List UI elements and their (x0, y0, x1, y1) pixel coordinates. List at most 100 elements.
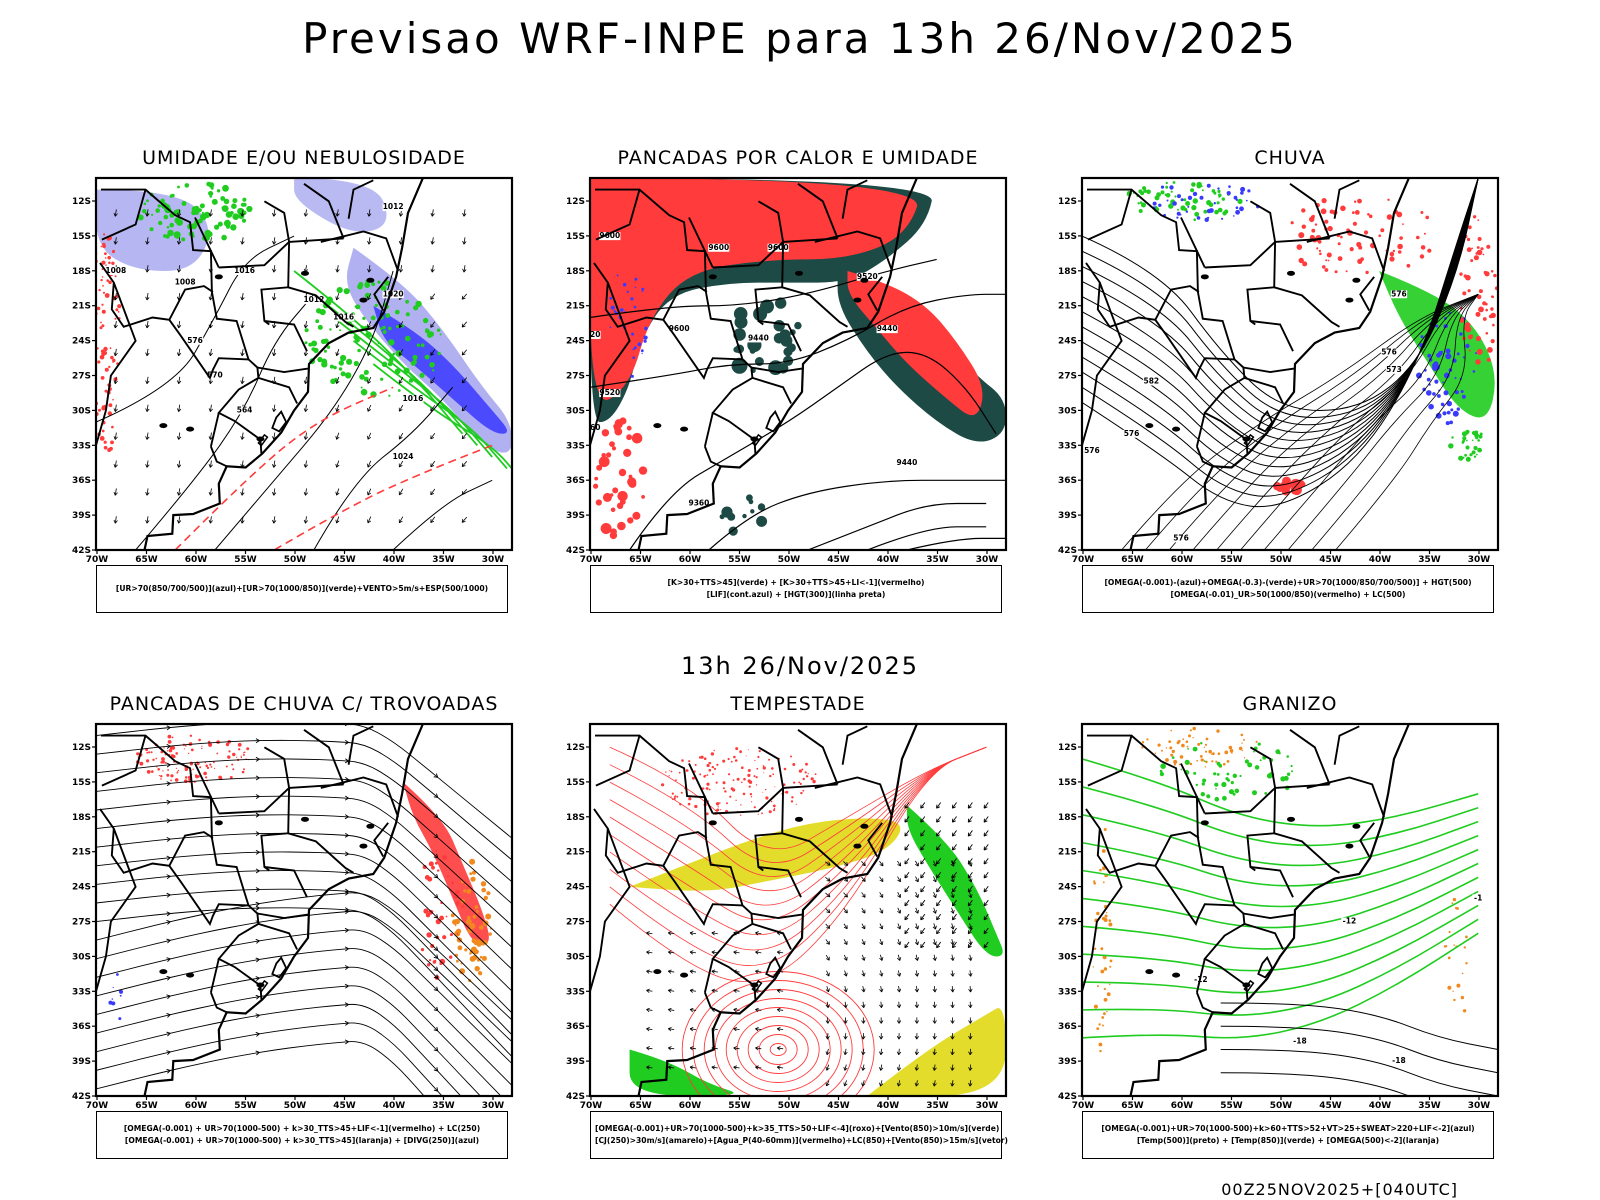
lon-tick-label: 45W (827, 555, 850, 565)
contour-label: 1008 (105, 266, 126, 275)
lon-tick-label: 60W (679, 555, 702, 565)
lat-tick-label: 33S (1058, 987, 1077, 997)
lon-tick-label: 40W (383, 555, 406, 565)
lat-tick-label: 24S (1058, 883, 1077, 893)
map-panel-tempestade: 12S 15S 18S 21S 24S 27S 30S 33S 36S 39S 42S 70W 65W 6… (556, 718, 1016, 1112)
legend-line: [OMEGA(-0.01)_UR>50(1000/850)(vermelho) … (1170, 590, 1406, 599)
map-frame (94, 722, 514, 1098)
lat-tick-label: 42S (566, 546, 585, 556)
contour-label: 570 (207, 371, 223, 380)
lon-tick-label: 70W (1072, 1101, 1095, 1111)
lat-tick-label: 33S (566, 987, 585, 997)
lon-tick-label: 35W (1418, 555, 1441, 565)
lat-tick-label: 30S (72, 406, 91, 416)
map-frame (1080, 176, 1500, 552)
contour-label: 576 (1084, 446, 1100, 455)
lon-tick-label: 35W (926, 1101, 949, 1111)
contour-label: -12 (1343, 917, 1357, 926)
lon-tick-label: 60W (1171, 1101, 1194, 1111)
legend-line: [OMEGA(-0.001) + UR>70(1000-500) + k>30_… (123, 1124, 481, 1133)
map-svg: 1012 1016 1008 1012 1016 1020 1016 1024 1008 576 5… (72, 176, 514, 565)
run-info: 00Z25NOV2025+[040UTC] (1221, 1180, 1458, 1199)
lon-tick-label: 55W (728, 1101, 751, 1111)
lat-tick-label: 33S (566, 441, 585, 451)
contour-label: 1016 (234, 266, 255, 275)
lon-tick-label: 50W (778, 1101, 801, 1111)
lat-tick-label: 21S (72, 302, 91, 312)
lat-tick-label: 27S (566, 372, 585, 382)
lon-tick-label: 50W (284, 555, 307, 565)
lat-tick-label: 24S (72, 883, 91, 893)
lat-tick-label: 21S (566, 848, 585, 858)
contour-label: 9600 (599, 231, 620, 240)
lat-tick-label: 21S (1058, 302, 1077, 312)
lat-tick-label: 18S (566, 267, 585, 277)
lon-tick-label: 35W (432, 1101, 455, 1111)
lat-tick-label: 18S (72, 813, 91, 823)
lat-tick-label: 24S (72, 337, 91, 347)
lon-tick-label: 50W (284, 1101, 307, 1111)
lon-tick-label: 55W (1220, 1101, 1243, 1111)
panel-title: GRANIZO (1242, 693, 1338, 715)
panel-title: UMIDADE E/OU NEBULOSIDADE (142, 147, 466, 169)
contour-label: 9600 (708, 243, 729, 252)
lon-tick-label: 45W (333, 555, 356, 565)
lon-tick-label: 55W (1220, 555, 1243, 565)
lat-tick-label: 39S (72, 511, 91, 521)
legend-box: [OMEGA(-0.001)+UR>70(1000-500)+k>60+TTS>… (1082, 1111, 1494, 1159)
lon-tick-label: 70W (580, 1101, 603, 1111)
lon-tick-label: 30W (1468, 1101, 1491, 1111)
legend-line: [OMEGA(-0.001)-(azul)+OMEGA(-0.3)-(verde… (1104, 578, 1472, 587)
contour-label: 9520 (857, 272, 878, 281)
lat-tick-label: 36S (72, 1022, 91, 1032)
legend-box: [OMEGA(-0.001)+UR>70(1000-500)+k>35_TTS>… (590, 1111, 1008, 1159)
lon-tick-label: 65W (1121, 555, 1144, 565)
lat-tick-label: 33S (72, 987, 91, 997)
lat-tick-label: 21S (1058, 848, 1077, 858)
lat-tick-label: 12S (72, 197, 91, 207)
lon-tick-label: 40W (877, 555, 900, 565)
contour-label: 1008 (175, 278, 196, 287)
lat-tick-label: 15S (72, 778, 91, 788)
lon-tick-label: 45W (827, 1101, 850, 1111)
lat-tick-label: 30S (72, 952, 91, 962)
lon-tick-label: 35W (1418, 1101, 1441, 1111)
lon-tick-label: 70W (1072, 555, 1095, 565)
lat-tick-label: 24S (566, 883, 585, 893)
lat-tick-label: 39S (566, 511, 585, 521)
legend-line: [LIF](cont.azul) + [HGT(300)](linha pret… (706, 590, 886, 599)
legend-box: [OMEGA(-0.001)-(azul)+OMEGA(-0.3)-(verde… (1082, 565, 1494, 613)
map-frame (588, 176, 1008, 552)
lon-tick-label: 35W (432, 555, 455, 565)
lat-tick-label: 42S (566, 1092, 585, 1102)
lat-tick-label: 42S (1058, 1092, 1077, 1102)
lon-tick-label: 35W (926, 555, 949, 565)
legend-line: [OMEGA(-0.001)+UR>70(1000-500)+k>35_TTS>… (595, 1124, 1000, 1133)
lat-tick-label: 15S (1058, 778, 1077, 788)
map-panel-umidade: 1012 1016 1008 1012 1016 1020 1016 1024 1008 576 5… (62, 172, 522, 566)
lon-tick-label: 30W (976, 1101, 999, 1111)
legend-line: [K>30+TTS>45](verde) + [K>30+TTS>45+LI<-… (667, 578, 925, 587)
lon-tick-label: 60W (185, 555, 208, 565)
lat-tick-label: 21S (72, 848, 91, 858)
lat-tick-label: 12S (1058, 743, 1077, 753)
lon-tick-label: 60W (1171, 555, 1194, 565)
contour-label: 1012 (383, 202, 404, 211)
panel-title: PANCADAS POR CALOR E UMIDADE (617, 147, 979, 169)
lon-tick-label: 50W (1270, 555, 1293, 565)
contour-label: 576 (187, 336, 203, 345)
contour-label: 9440 (897, 458, 918, 467)
contour-label: -18 (1392, 1056, 1406, 1065)
lat-tick-label: 27S (566, 918, 585, 928)
lon-tick-label: 45W (1319, 555, 1342, 565)
lat-tick-label: 27S (1058, 918, 1077, 928)
lat-tick-label: 30S (1058, 406, 1077, 416)
lon-tick-label: 40W (877, 1101, 900, 1111)
mid-title: 13h 26/Nov/2025 (680, 652, 919, 680)
lat-tick-label: 12S (566, 197, 585, 207)
legend-line: [Temp(500)](preto) + [Temp(850)](verde) … (1136, 1136, 1440, 1145)
lon-tick-label: 30W (482, 1101, 505, 1111)
lon-tick-label: 40W (383, 1101, 406, 1111)
